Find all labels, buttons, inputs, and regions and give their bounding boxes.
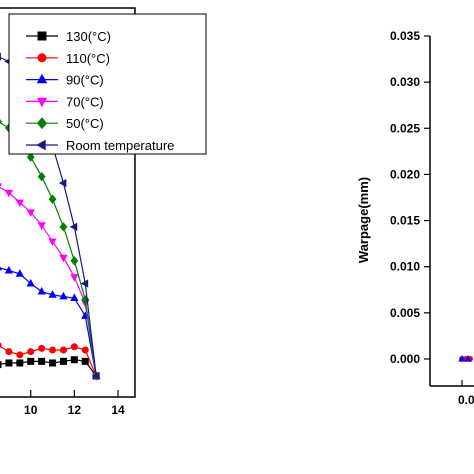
left-series [0,342,100,380]
right-y-tick-label: 0.035 [390,29,420,43]
legend-label: 90(°C) [66,73,104,88]
legend-label: 70(°C) [66,94,104,109]
series-line [0,121,97,377]
right-y-tick-label: 0.030 [390,75,420,89]
data-point [26,209,35,217]
left-x-tick-label: 12 [68,403,82,417]
right-y-tick-label: 0.020 [390,167,420,181]
right-x-tick-label: 0.0 [458,393,474,407]
legend-marker [36,97,48,108]
data-point [15,199,24,208]
data-point [26,152,35,162]
legend-label: Room temperature [66,138,174,153]
data-point [15,269,24,277]
left-x-tick-label: 14 [111,403,125,417]
data-point [81,346,89,354]
series-line [0,359,97,377]
data-point [5,348,13,356]
legend-item: 110(°C) [26,51,110,66]
data-point [80,279,89,288]
data-point [4,265,14,274]
data-point [26,278,35,287]
left-plot-frame [0,7,136,398]
data-point [0,119,2,124]
series-line [0,267,97,377]
legend-marker [36,73,48,84]
legend: 130(°C) 110(°C) 90(°C) 70(°C) 50(°C) Room tem… [8,13,207,155]
data-point [59,254,68,263]
data-point [49,359,57,367]
data-point [0,266,3,271]
legend-label: 110(°C) [66,51,110,66]
data-point [81,357,89,365]
right-series [458,354,472,362]
legend-marker [37,53,47,63]
data-point [38,344,46,352]
data-point [37,171,46,182]
data-point [69,222,78,231]
data-point [70,343,78,351]
right-y-tick-label: 0.000 [390,352,420,366]
data-point [59,291,68,300]
left-series [0,119,101,381]
right-y-tick-label: 0.025 [390,121,420,135]
data-point [27,348,35,356]
right-y-tick-label: 0.015 [390,214,420,228]
data-point [70,293,79,302]
left-x-tick-label: 10 [24,403,38,417]
data-point [0,361,2,369]
data-point [70,356,78,364]
data-point [59,346,67,354]
data-point [37,287,46,295]
left-series [0,356,100,380]
data-point [464,354,472,362]
legend-label: 130(°C) [66,29,111,44]
right-x-ticks: 0.0 [458,380,474,407]
data-point [27,357,35,365]
data-point [70,256,79,266]
legend-item: 70(°C) [26,94,104,109]
legend-item: 130(°C) [26,29,111,44]
right-series-group [458,354,473,362]
legend-items: 130(°C) 110(°C) 90(°C) 70(°C) 50(°C) Room tem… [26,29,174,153]
legend-item: 90(°C) [26,73,104,88]
right-y-ticks: 0.000 0.005 0.010 0.015 0.020 0.025 0.030 0.035 [390,29,430,366]
data-point [49,346,57,354]
data-point [16,359,24,367]
data-point [16,351,24,359]
data-point [48,290,57,298]
data-point [70,274,79,282]
right-y-tick-label: 0.010 [390,260,420,274]
data-point [91,371,100,381]
legend-marker [36,139,46,151]
legend-marker [36,117,48,130]
data-point [0,342,2,349]
legend-item: 50(°C) [26,116,104,131]
right-chart: 0.000 0.005 0.010 0.015 0.020 0.025 0.030 0.035… [356,29,474,407]
left-x-ticks: 10 12 14 [24,390,125,417]
data-point [0,183,3,188]
legend-label: 50(°C) [66,116,104,131]
data-point [5,359,13,367]
data-point [4,189,14,198]
data-point [458,354,466,362]
legend-item: Room temperature [26,138,174,153]
data-point [48,194,57,204]
series-line [0,345,97,377]
data-point [59,357,67,365]
data-point [48,238,57,247]
data-point [37,222,46,230]
data-point [59,222,68,232]
data-point [38,357,46,365]
right-y-tick-label: 0.005 [390,306,420,320]
right-y-axis-title: Warpage(mm) [356,177,371,263]
data-point [58,178,67,188]
series-line [0,186,97,377]
legend-marker [37,31,47,41]
